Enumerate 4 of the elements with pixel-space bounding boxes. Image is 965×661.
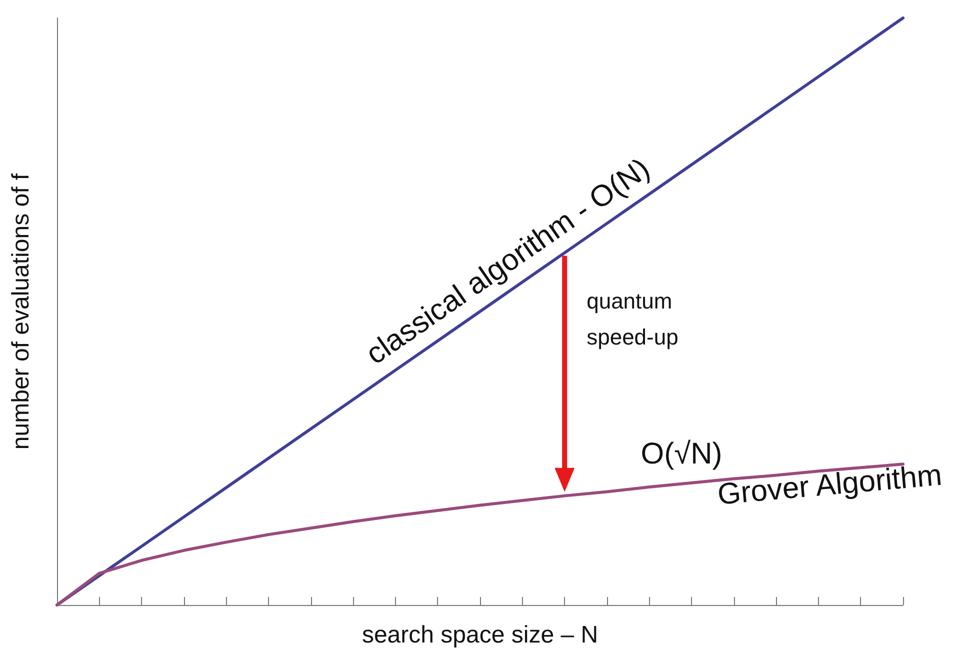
x-axis-title: search space size – N: [362, 622, 598, 648]
y-axis-title: number of evaluations of f: [8, 173, 34, 450]
annotation: O(√N): [640, 437, 722, 470]
annotation: quantum speed-up: [586, 288, 678, 350]
